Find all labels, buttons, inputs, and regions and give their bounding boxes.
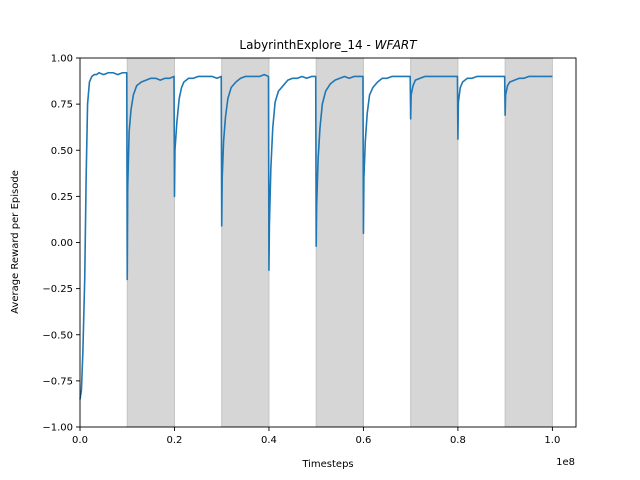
y-tick-label-8: 0.75 [51,100,73,111]
shaded-region-5 [504,57,553,428]
shaded-region-1 [126,57,175,428]
tick-marks: 0.0 0.2 0.4 0.6 0.8 1.0 −1.00 −0.75 −0.50 −0.25 0.… [42,54,560,447]
y-tick-label-3: −0.50 [42,330,73,341]
shaded-region-2 [221,57,270,428]
x-tick-label-6: 1.0 [544,435,560,446]
y-tick-label-4: −0.25 [42,284,73,295]
y-tick-label-9: 1.00 [51,54,73,65]
y-tick-label-2: −0.75 [42,376,73,387]
y-tick-label-5: 0.00 [51,238,73,249]
y-tick-label-6: 0.25 [51,192,73,203]
x-tick-label-2: 0.2 [167,435,183,446]
shaded-region-3 [315,57,364,428]
y-axis-label: Average Reward per Episode [10,170,21,314]
x-tick-label-4: 0.6 [355,435,371,446]
x-offset-label: 1e8 [556,457,575,468]
shaded-region-4 [410,57,459,428]
x-tick-label-1: 0.0 [72,435,88,446]
series-line-1 [79,71,553,400]
y-tick-label-7: 0.50 [51,146,73,157]
x-axis-label: Timesteps [301,459,353,470]
x-tick-label-5: 0.8 [450,435,466,446]
series-lines [79,71,553,400]
y-tick-label-1: −1.00 [42,423,73,434]
chart-title: LabyrinthExplore_14 - WFART [239,38,418,52]
x-tick-label-3: 0.4 [261,435,277,446]
shaded-regions [126,57,553,428]
